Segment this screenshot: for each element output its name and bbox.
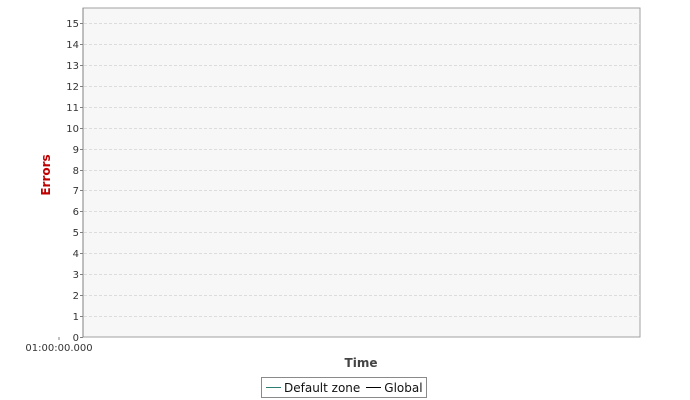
plot-area [82, 7, 641, 338]
y-tick-label: 3 [73, 270, 79, 281]
y-axis-title: Errors [39, 154, 53, 195]
y-tick-label: 12 [66, 82, 79, 93]
y-tick-label: 14 [66, 40, 79, 51]
legend-swatch-default-zone [266, 387, 281, 388]
y-tick-label: 4 [73, 249, 79, 260]
legend-item-default-zone: Default zone [266, 381, 360, 395]
legend-item-global: Global [366, 380, 423, 395]
legend-label-default-zone: Default zone [284, 380, 361, 395]
y-tick-label: 8 [73, 166, 79, 177]
legend-label-global: Global [384, 380, 423, 395]
y-tick-label: 5 [73, 228, 79, 239]
legend-swatch-global [366, 387, 382, 388]
chart-legend: Default zone Global [261, 377, 427, 398]
y-tick-label: 0 [73, 333, 79, 344]
y-tick-label: 10 [66, 124, 79, 135]
y-tick-label: 11 [66, 103, 79, 114]
y-tick-label: 6 [73, 207, 79, 218]
x-axis-title: Time [345, 356, 378, 370]
y-tick-label: 1 [73, 312, 79, 323]
x-tick-label: 01:00:00.000 [25, 343, 92, 354]
x-tick-labels: 01:00:00.000 [25, 337, 93, 354]
grid-lines [84, 23, 640, 317]
y-tick-label: 9 [73, 145, 79, 156]
y-tick-label: 15 [66, 19, 79, 30]
y-tick-label: 7 [73, 186, 79, 197]
y-tick-label: 2 [73, 291, 79, 302]
y-tick-label: 13 [66, 61, 79, 72]
